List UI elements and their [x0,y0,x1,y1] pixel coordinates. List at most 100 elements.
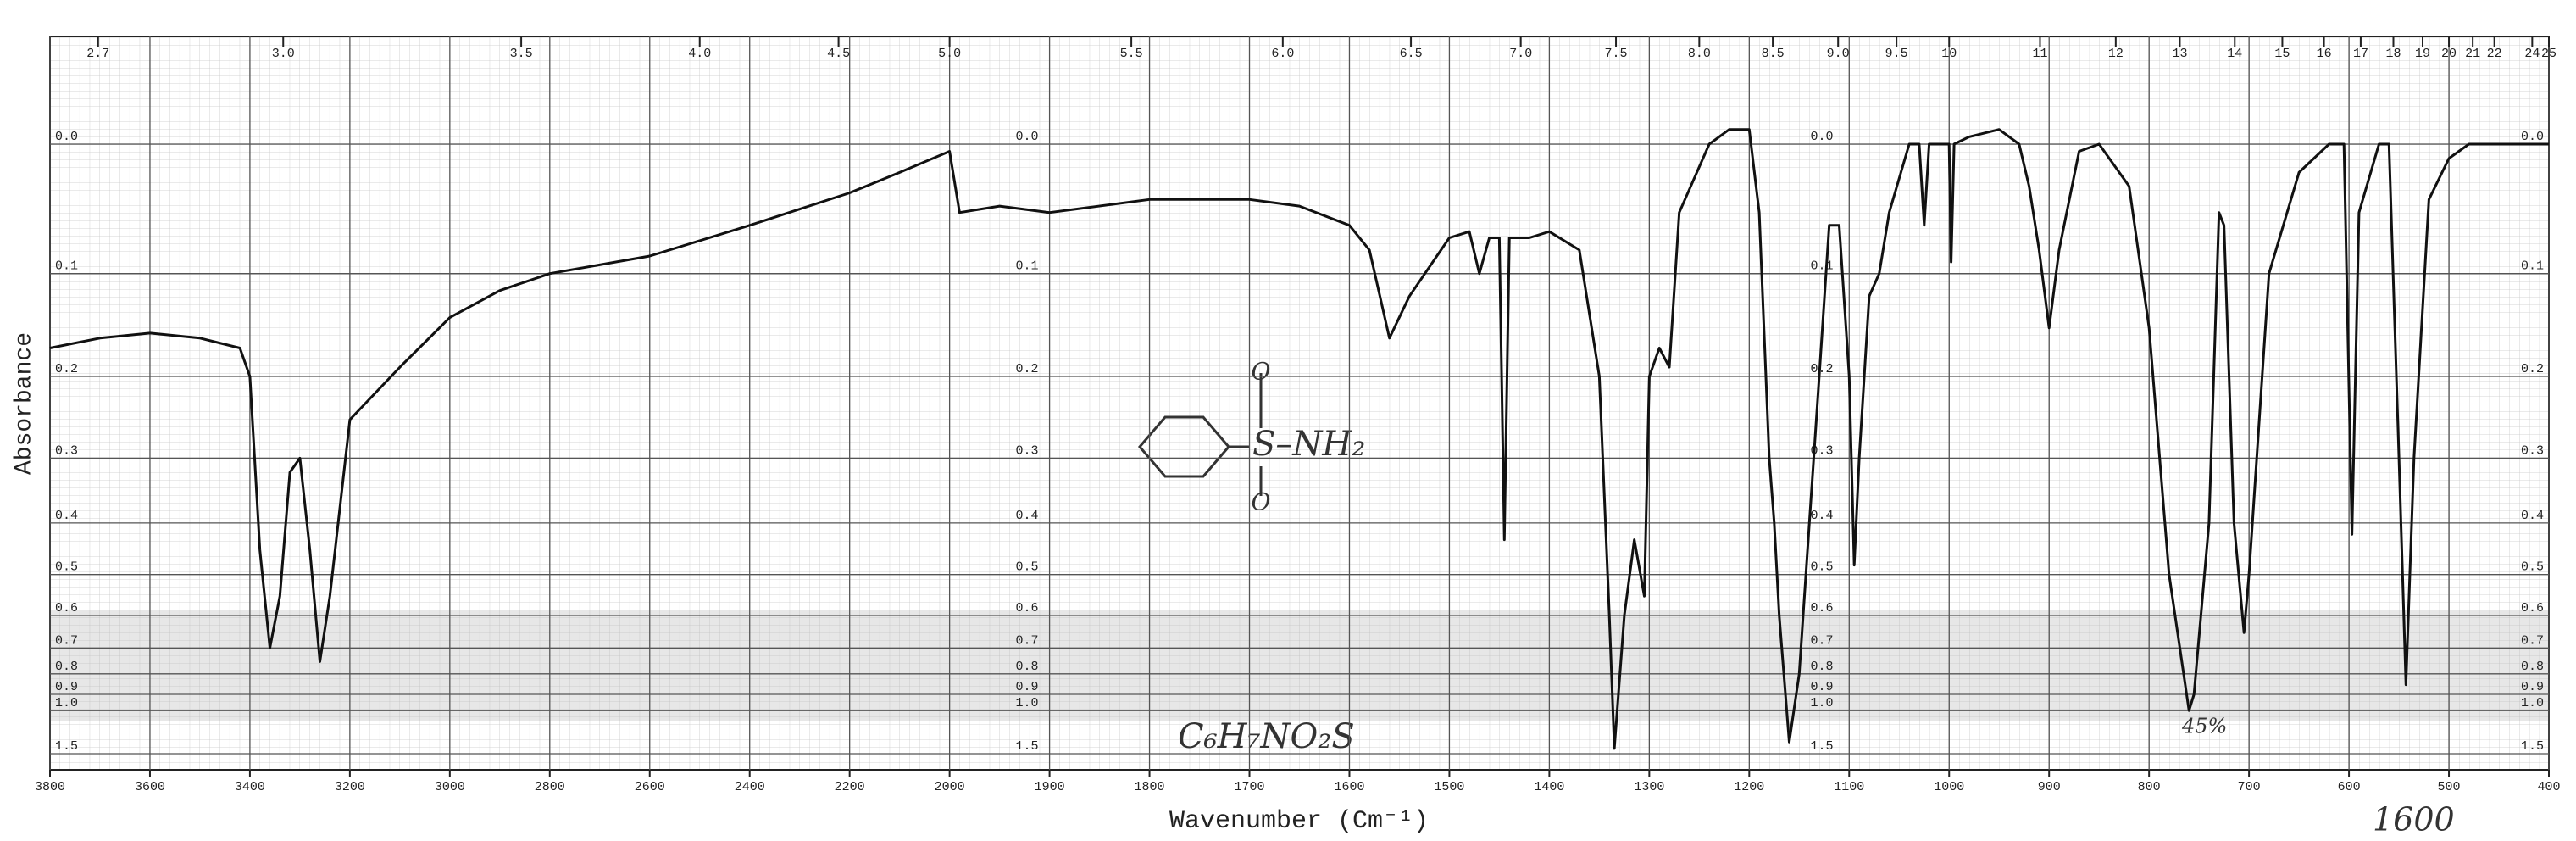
x2-tick-label: 17 [2353,47,2368,61]
x2-tick-label: 14 [2227,47,2242,61]
x-tick-label: 3400 [235,780,265,794]
y-axis-label: Absorbance [11,332,37,475]
x2-tick-label: 7.0 [1509,47,1532,61]
x-tick-label: 2600 [635,780,665,794]
y-tick-label: 1.5 [1810,739,1833,754]
y-tick-label: 0.4 [2521,509,2544,523]
y-tick-label: 1.0 [2521,696,2544,710]
x2-tick-label: 15 [2274,47,2290,61]
x-tick-label: 1200 [1734,780,1764,794]
y-tick-label: 1.0 [1015,696,1038,710]
x-tick-label: 3600 [135,780,165,794]
y-tick-label: 0.8 [2521,660,2544,674]
x2-tick-label: 4.0 [688,47,711,61]
x2-tick-label: 8.5 [1762,47,1785,61]
y-tick-label: 0.1 [55,259,78,274]
x-tick-label: 900 [2038,780,2061,794]
x-tick-label: 600 [2338,780,2361,794]
y-tick-label: 0.3 [1810,443,1833,458]
y-tick-label: 0.0 [2521,130,2544,144]
x2-tick-label: 4.5 [827,47,850,61]
y-tick-label: 0.3 [2521,443,2544,458]
y-tick-label: 0.0 [1810,130,1833,144]
y-tick-label: 0.7 [1810,633,1833,648]
y-tick-label: 0.4 [55,509,78,523]
y-tick-label: 0.9 [1015,680,1038,694]
x-tick-label: 400 [2537,780,2560,794]
x2-tick-label: 9.0 [1827,47,1850,61]
y-tick-label: 0.9 [2521,680,2544,694]
x2-tick-label: 2.7 [86,47,109,61]
x2-tick-label: 7.5 [1605,47,1628,61]
y-tick-label: 0.6 [55,601,78,615]
y-tick-label: 0.1 [1015,259,1038,274]
y-tick-label: 0.9 [1810,680,1833,694]
y-tick-label: 0.3 [55,443,78,458]
y-tick-label: 0.5 [1015,560,1038,575]
y-tick-label: 0.9 [55,680,78,694]
x-tick-label: 1700 [1235,780,1265,794]
x2-tick-label: 19 [2415,47,2430,61]
x-tick-label: 1100 [1834,780,1864,794]
x2-tick-label: 5.5 [1120,47,1143,61]
y-tick-label: 1.5 [55,739,78,754]
y-tick-label: 1.0 [55,696,78,710]
x2-tick-label: 13 [2172,47,2187,61]
y-tick-label: 0.2 [1015,362,1038,376]
x-tick-label: 1500 [1434,780,1464,794]
y-tick-label: 0.7 [2521,633,2544,648]
y-tick-label: 0.4 [1015,509,1038,523]
x2-tick-label: 22 [2487,47,2502,61]
note-label: 45% [2181,715,2227,738]
y-tick-label: 0.1 [1810,259,1833,274]
y-tick-label: 0.6 [1810,601,1833,615]
y-tick-label: 1.5 [1015,739,1038,754]
oxygen-label: O [1252,358,1271,386]
x2-tick-label: 25 [2541,47,2557,61]
x2-tick-label: 3.5 [510,47,533,61]
x2-tick-label: 21 [2465,47,2480,61]
x2-tick-label: 8.0 [1688,47,1711,61]
x2-tick-label: 24 [2524,47,2540,61]
y-tick-label: 0.8 [1810,660,1833,674]
y-tick-label: 0.6 [1015,601,1038,615]
x2-tick-label: 9.5 [1885,47,1908,61]
y-tick-label: 0.4 [1810,509,1833,523]
page-number: 1600 [2373,801,2455,838]
x2-tick-label: 10 [1941,47,1957,61]
x-tick-label: 1800 [1135,780,1165,794]
x2-tick-label: 11 [2032,47,2047,61]
x-tick-label: 1900 [1035,780,1065,794]
oxygen-label: O [1252,488,1271,516]
x-tick-label: 1000 [1934,780,1964,794]
x2-tick-label: 6.0 [1271,47,1294,61]
x-tick-label: 800 [2138,780,2161,794]
y-tick-label: 1.5 [2521,739,2544,754]
x-tick-label: 2400 [735,780,765,794]
x-tick-label: 3000 [435,780,465,794]
x2-tick-label: 20 [2441,47,2457,61]
x2-tick-label: 12 [2108,47,2124,61]
x2-tick-label: 6.5 [1400,47,1423,61]
y-tick-label: 0.5 [1810,560,1833,575]
x-tick-label: 1400 [1534,780,1564,794]
y-tick-label: 1.0 [1810,696,1833,710]
y-tick-label: 0.2 [55,362,78,376]
x2-tick-label: 5.0 [938,47,961,61]
x2-tick-label: 18 [2385,47,2401,61]
y-tick-label: 0.2 [2521,362,2544,376]
y-tick-label: 0.2 [1810,362,1833,376]
y-tick-label: 0.5 [2521,560,2544,575]
x-tick-label: 3200 [335,780,365,794]
y-tick-label: 0.6 [2521,601,2544,615]
x-tick-label: 1600 [1334,780,1364,794]
y-tick-label: 0.8 [55,660,78,674]
y-tick-label: 0.3 [1015,443,1038,458]
group-label: S–NH₂ [1252,425,1365,464]
y-tick-label: 0.5 [55,560,78,575]
x2-tick-label: 3.0 [272,47,295,61]
shaded-band [50,610,2549,721]
x2-tick-label: 16 [2317,47,2332,61]
x-tick-label: 2000 [935,780,965,794]
